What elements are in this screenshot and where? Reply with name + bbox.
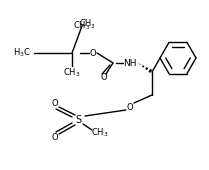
Text: NH: NH — [123, 58, 137, 67]
Text: S: S — [75, 115, 81, 125]
Text: O: O — [90, 48, 96, 57]
Text: CH$_3$: CH$_3$ — [91, 127, 109, 139]
Text: CH$_3$: CH$_3$ — [63, 67, 81, 79]
Text: CH$_3$: CH$_3$ — [73, 20, 91, 32]
Text: O: O — [52, 98, 58, 107]
Text: O: O — [101, 73, 107, 82]
Text: 3: 3 — [90, 23, 94, 29]
Text: O: O — [52, 133, 58, 142]
Text: CH: CH — [80, 19, 92, 28]
Text: H$_3$C: H$_3$C — [13, 47, 31, 59]
Text: O: O — [127, 103, 133, 112]
